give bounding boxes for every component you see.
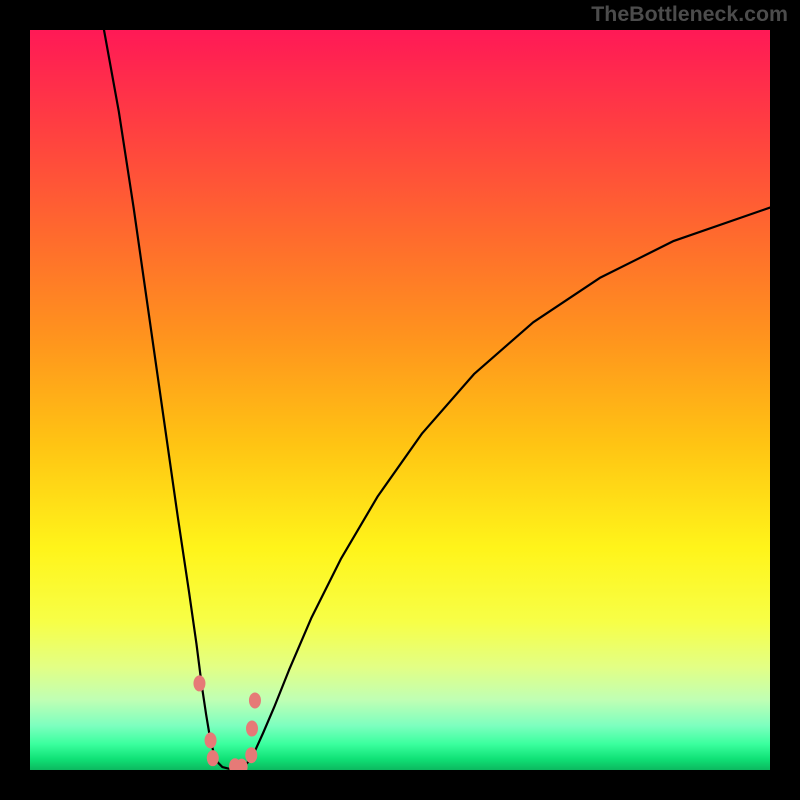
watermark-label: TheBottleneck.com xyxy=(591,2,788,27)
chart-frame: TheBottleneck.com xyxy=(0,0,800,800)
data-marker xyxy=(249,692,261,708)
plot-background xyxy=(30,30,770,770)
data-marker xyxy=(207,750,219,766)
data-marker xyxy=(245,747,257,763)
bottleneck-chart xyxy=(0,0,800,800)
data-marker xyxy=(205,732,217,748)
data-marker xyxy=(236,759,248,775)
data-marker xyxy=(193,675,205,691)
data-marker xyxy=(246,721,258,737)
